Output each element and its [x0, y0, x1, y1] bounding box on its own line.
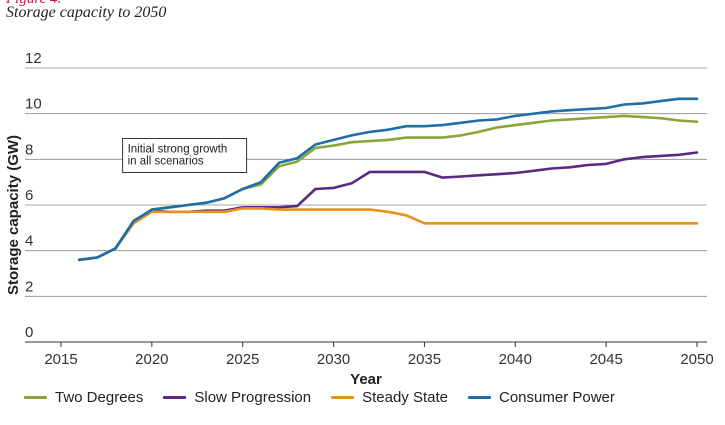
y-tick-label: 4: [25, 233, 33, 250]
x-axis-title: Year: [350, 371, 382, 385]
grid: [25, 67, 707, 297]
x-tick-label: 2025: [226, 351, 259, 368]
y-tick-label: 10: [25, 96, 42, 113]
legend-swatch: [163, 396, 187, 399]
x-tick-label: 2040: [499, 351, 532, 368]
legend-swatch: [331, 396, 355, 399]
axes: 0 2 4 6 8 10 12 2015 2020 2025 2030 2035 2040 2045 205…: [5, 50, 714, 385]
x-tick-label: 2045: [589, 351, 622, 368]
legend-label: Two Degrees: [55, 389, 144, 406]
legend-label: Slow Progression: [194, 389, 312, 406]
series-line-consumer-power: [77, 97, 699, 262]
x-tick-label: 2030: [317, 351, 350, 368]
annotation-text: Initial strong growth: [128, 143, 228, 155]
y-tick-label: 6: [25, 187, 33, 204]
x-tick-label: 2050: [680, 351, 713, 368]
legend-swatch: [24, 396, 47, 399]
annotation-box: [122, 137, 248, 173]
y-axis-title: Storage capacity (GW): [5, 135, 22, 295]
legend-item: Slow Progression: [163, 389, 311, 406]
y-tick-label: 2: [25, 278, 33, 295]
series-line-steady-state: [77, 207, 699, 262]
annotation-text: in all scenarios: [128, 155, 204, 167]
legend-label: Steady State: [362, 389, 448, 406]
series-line-two-degrees: [77, 114, 699, 262]
chart: 0 2 4 6 8 10 12 2015 2020 2025 2030 2035 2040 2045 205…: [5, 50, 714, 385]
legend-item: Steady State: [331, 389, 448, 406]
y-tick-label: 8: [25, 141, 33, 158]
series-lines: [77, 97, 699, 262]
chart-title: Storage capacity to 2050: [6, 4, 167, 21]
y-tick-label: 12: [25, 50, 42, 67]
x-tick-label: 2015: [44, 351, 77, 368]
legend-item: Two Degrees: [24, 389, 143, 406]
legend-swatch: [468, 396, 491, 399]
legend-label: Consumer Power: [499, 389, 615, 406]
legend: Two Degrees Slow Progression Steady State C…: [24, 389, 635, 406]
legend-item: Consumer Power: [468, 389, 615, 406]
figure-label: Figure 4.: [6, 0, 61, 8]
x-tick-label: 2035: [408, 351, 441, 368]
x-tick-label: 2020: [135, 351, 168, 368]
y-tick-label: 0: [25, 324, 33, 341]
